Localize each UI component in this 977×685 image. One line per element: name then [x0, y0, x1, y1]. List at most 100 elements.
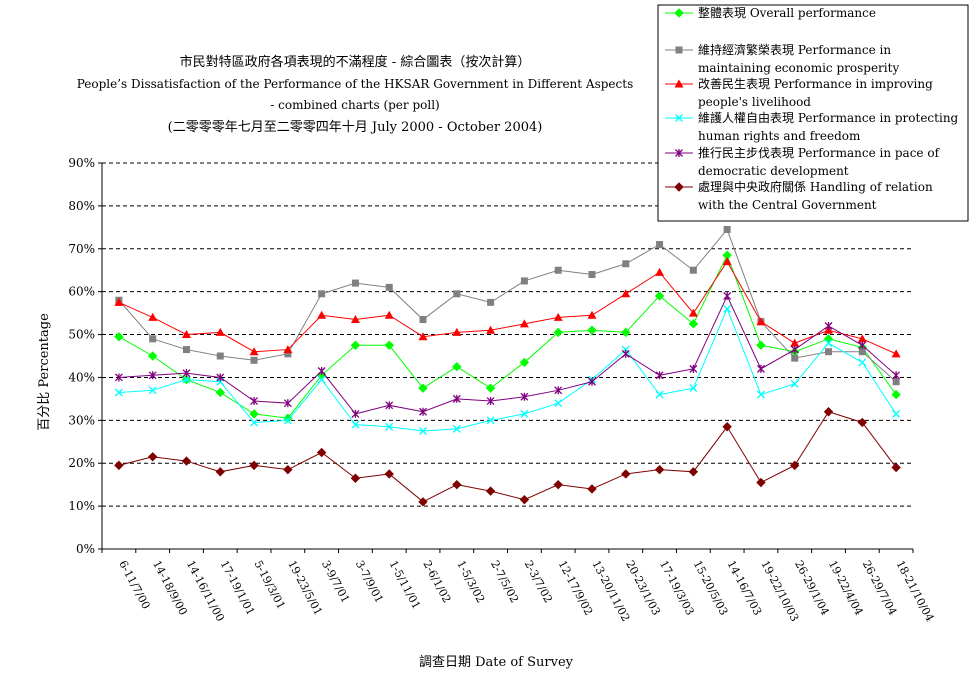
data-point: [283, 416, 292, 425]
data-point: [689, 384, 698, 393]
data-point: [317, 310, 327, 319]
data-point: [891, 349, 901, 358]
data-point: [384, 469, 394, 479]
data-point: [486, 397, 495, 406]
data-point: [249, 460, 259, 471]
y-tick-label: 10%: [68, 499, 95, 513]
y-tick-label: 40%: [68, 370, 95, 384]
legend-label: people's livelihood: [698, 95, 811, 109]
data-point: [756, 340, 766, 350]
data-point: [351, 420, 360, 429]
data-point: [418, 383, 428, 393]
data-point: [485, 383, 496, 393]
chart-title-line-1: 市民對特區政府各項表現的不滿程度 - 綜合圖表（按次計算）: [180, 54, 531, 70]
x-tick-label: 14-16/7/03: [724, 558, 764, 617]
y-tick-label: 90%: [68, 156, 95, 170]
legend-swatch-marker: [674, 182, 684, 192]
data-point: [452, 479, 462, 490]
data-point: [756, 390, 765, 399]
y-tick-label: 70%: [68, 242, 95, 256]
data-point: [587, 484, 597, 494]
series-4: [114, 304, 901, 436]
series-6: [114, 407, 901, 507]
data-point: [418, 497, 428, 507]
data-point: [283, 464, 293, 475]
y-tick-label: 60%: [68, 285, 95, 299]
data-point: [384, 340, 394, 350]
data-point: [182, 369, 191, 378]
data-point: [486, 325, 496, 334]
data-point: [688, 319, 699, 329]
data-point: [452, 424, 461, 433]
legend-label: human rights and freedom: [698, 129, 861, 143]
legend-swatch-marker: [674, 79, 684, 88]
data-point: [149, 335, 157, 343]
data-point: [148, 312, 158, 321]
data-point: [453, 290, 461, 298]
data-point: [892, 409, 901, 418]
data-point: [114, 331, 124, 342]
x-tick-label: 17-19/3/03: [657, 558, 697, 617]
data-point: [419, 316, 427, 324]
legend-label: 維護人權自由表現 Performance in protecting: [698, 110, 959, 125]
legend-label: democratic development: [698, 164, 849, 178]
data-point: [452, 327, 462, 336]
data-point: [553, 312, 563, 321]
data-point: [148, 386, 157, 395]
data-point: [114, 388, 123, 397]
y-tick-label: 80%: [68, 199, 95, 213]
data-point: [655, 371, 664, 380]
legend-label: 改善民生表現 Performance in improving: [698, 76, 933, 91]
data-point: [790, 338, 800, 347]
x-tick-label: 20-23/1/03: [623, 558, 663, 617]
chart-title-line-3: - combined charts (per poll): [270, 98, 439, 112]
legend-swatch-marker: [675, 114, 683, 122]
legend-label: 整體表現 Overall performance: [698, 5, 876, 20]
data-point: [654, 464, 665, 475]
legend-label: 維持經濟繁榮表現 Performance in: [698, 42, 891, 57]
data-point: [147, 452, 158, 462]
data-point: [216, 352, 224, 360]
data-point: [858, 358, 867, 367]
data-point: [350, 315, 360, 324]
data-point: [722, 257, 732, 266]
x-tick-label: 18-21/10/04: [893, 558, 936, 623]
data-point: [824, 321, 833, 330]
data-point: [418, 332, 428, 341]
data-point: [350, 340, 361, 350]
x-axis-label: 調查日期 Date of Survey: [419, 655, 574, 670]
data-point: [823, 334, 834, 344]
data-point: [892, 371, 901, 380]
data-point: [114, 373, 123, 382]
data-point: [825, 348, 833, 356]
legend-swatch-marker: [675, 149, 683, 157]
x-tick-label: 15-20/5/03: [691, 558, 731, 617]
data-point: [519, 319, 529, 328]
data-point: [419, 427, 428, 436]
data-point: [452, 362, 462, 372]
data-point: [181, 456, 192, 466]
data-point: [858, 348, 866, 356]
x-tick-label: 1-5/3/02: [454, 558, 487, 605]
series-3: [114, 257, 901, 358]
x-tick-label: 14-18/9/00: [150, 558, 190, 617]
data-point: [114, 460, 124, 471]
data-point: [351, 409, 360, 418]
series-line: [118, 253, 897, 419]
data-point: [519, 357, 530, 368]
data-point: [824, 339, 833, 348]
data-point: [621, 327, 631, 338]
chart-title-line-2: People’s Dissatisfaction of the Performa…: [77, 77, 633, 91]
y-tick-label: 50%: [68, 328, 95, 342]
data-point: [316, 447, 327, 458]
legend-label: 推行民主步伐表現 Performance in pace of: [698, 146, 941, 160]
data-point: [857, 334, 867, 343]
x-tick-label: 1-5/11/01: [387, 558, 423, 611]
legend-label: maintaining economic prosperity: [698, 61, 899, 75]
data-point: [283, 345, 293, 354]
x-tick-label: 6-11/7/00: [116, 558, 152, 611]
data-point: [689, 266, 697, 274]
x-tick-label: 5-19/3/01: [251, 558, 287, 611]
